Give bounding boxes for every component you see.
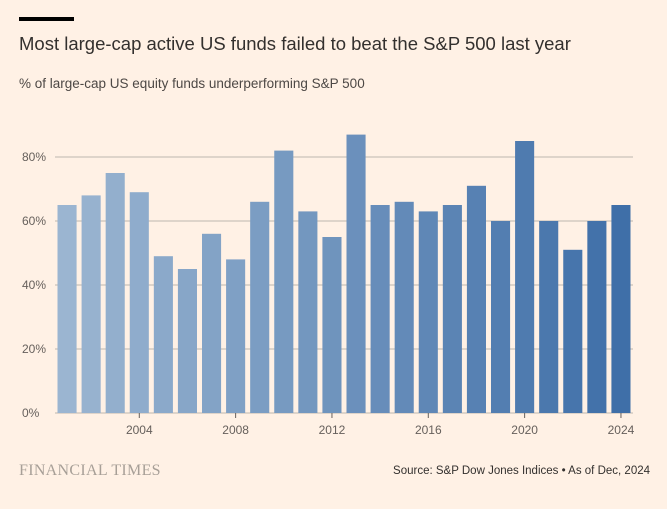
x-tick-label: 2004 <box>126 423 153 437</box>
bar-2018 <box>466 185 486 413</box>
bar-2002 <box>81 195 101 413</box>
x-tick-label: 2024 <box>608 423 635 437</box>
bar-2008 <box>226 259 246 413</box>
bar-2024 <box>611 205 631 413</box>
bar-2021 <box>539 221 559 413</box>
x-tick-label: 2020 <box>511 423 538 437</box>
title-accent-bar <box>19 17 74 21</box>
bar-2013 <box>346 134 366 413</box>
y-tick-label: 80% <box>22 150 46 164</box>
y-tick-label: 40% <box>22 278 46 292</box>
bar-2019 <box>491 221 511 413</box>
bar-2005 <box>153 256 173 413</box>
y-tick-label: 0% <box>22 406 40 420</box>
bar-2003 <box>105 173 125 413</box>
bar-2017 <box>442 205 462 413</box>
bar-2007 <box>202 233 222 413</box>
bar-2010 <box>274 150 294 413</box>
bar-2012 <box>322 237 342 413</box>
bar-2020 <box>515 141 535 413</box>
ft-logo: FINANCIAL TIMES <box>19 462 161 479</box>
y-tick-label: 20% <box>22 342 46 356</box>
y-tick-label: 60% <box>22 214 46 228</box>
x-tick-label: 2012 <box>319 423 346 437</box>
bar-2006 <box>177 269 197 413</box>
x-tick-label: 2008 <box>222 423 249 437</box>
chart-title: Most large-cap active US funds failed to… <box>19 33 571 54</box>
bar-2023 <box>587 221 607 413</box>
bar-2015 <box>394 201 414 413</box>
bar-2009 <box>250 201 270 413</box>
bar-2011 <box>298 211 318 413</box>
bar-2016 <box>418 211 438 413</box>
x-tick-label: 2016 <box>415 423 442 437</box>
chart-subtitle: % of large-cap US equity funds underperf… <box>19 76 365 91</box>
bar-2014 <box>370 205 390 413</box>
source-note: Source: S&P Dow Jones Indices • As of De… <box>393 465 650 477</box>
bar-2022 <box>563 249 583 413</box>
bar-2001 <box>57 205 77 413</box>
bar-2004 <box>129 192 149 413</box>
